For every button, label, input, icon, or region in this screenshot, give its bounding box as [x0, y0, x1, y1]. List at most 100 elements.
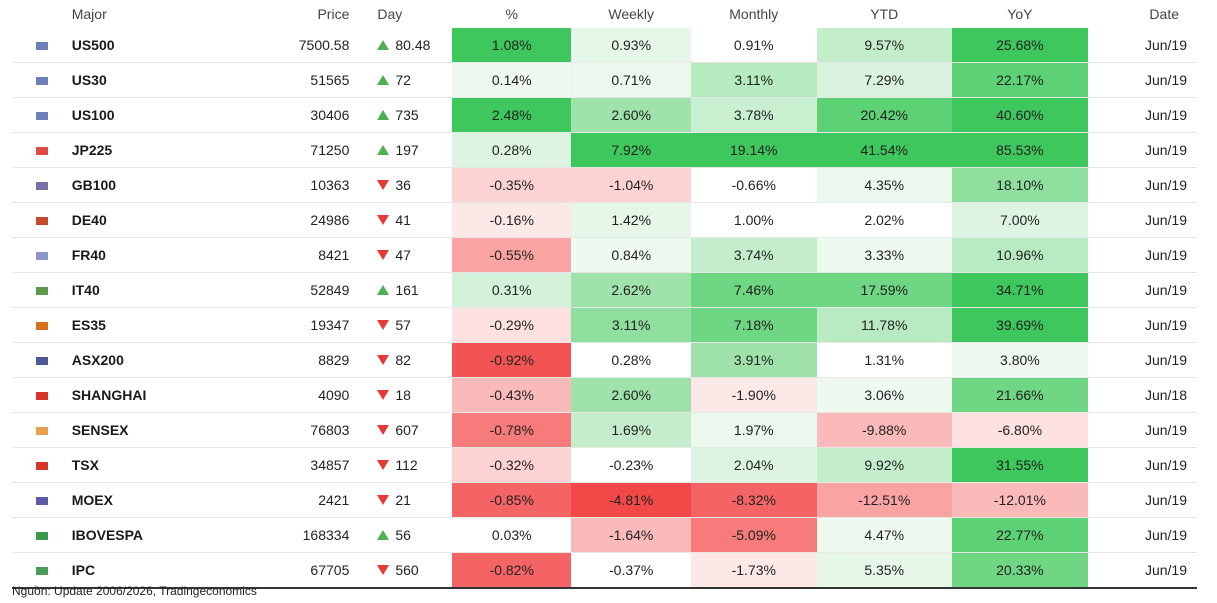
weekly-cell: 2.60%: [571, 377, 691, 413]
table-row[interactable]: US100 30406 735 2.48% 2.60% 3.78% 20.42% 40.60%…: [12, 97, 1197, 133]
index-name[interactable]: JP225: [71, 132, 250, 168]
table-row[interactable]: US30 51565 72 0.14% 0.71% 3.11% 7.29% 22.17% Jun…: [12, 62, 1197, 98]
monthly-cell: 3.11%: [690, 62, 817, 98]
day-change-cell: 607: [349, 412, 453, 448]
index-name[interactable]: DE40: [71, 202, 250, 238]
index-name[interactable]: SENSEX: [71, 412, 250, 448]
flag-cell: [12, 97, 72, 133]
index-name[interactable]: ES35: [71, 307, 250, 343]
day-change-value: 560: [395, 562, 419, 578]
header-ytd[interactable]: YTD: [870, 6, 899, 22]
table-row[interactable]: SHANGHAI 4090 18 -0.43% 2.60% -1.90% 3.06% 21.6…: [12, 377, 1197, 413]
pct-cell: -0.55%: [452, 237, 572, 273]
price-cell: 168334: [249, 517, 350, 553]
price-cell: 34857: [249, 447, 350, 483]
header-price[interactable]: Price: [317, 6, 350, 22]
cn-flag-icon: [35, 392, 48, 401]
pct-cell: 0.28%: [452, 132, 572, 168]
flag-cell: [12, 552, 72, 589]
yoy-cell: 7.00%: [951, 202, 1088, 238]
index-name[interactable]: GB100: [71, 167, 250, 203]
index-name[interactable]: ASX200: [71, 342, 250, 378]
day-change-cell: 72: [349, 62, 453, 98]
pct-cell: 1.08%: [452, 28, 572, 63]
pct-cell: -0.35%: [452, 167, 572, 203]
table-row[interactable]: ASX200 8829 82 -0.92% 0.28% 3.91% 1.31% 3.80% Ju…: [12, 342, 1197, 378]
header-major[interactable]: Major: [71, 6, 107, 22]
header-pct[interactable]: %: [505, 6, 518, 22]
yoy-cell: -12.01%: [951, 482, 1088, 518]
date-cell: Jun/19: [1087, 447, 1197, 483]
index-name[interactable]: US500: [71, 28, 250, 63]
arrow-down-icon: [377, 460, 390, 471]
table-row[interactable]: MOEX 2421 21 -0.85% -4.81% -8.32% -12.51% -12.0…: [12, 482, 1197, 518]
day-change-value: 21: [395, 492, 411, 508]
ru-flag-icon: [35, 497, 48, 506]
table-body: US500 7500.58 80.48 1.08% 0.93% 0.91% 9.57% 25.…: [12, 28, 1197, 589]
day-change-value: 161: [395, 282, 419, 298]
flag-cell: [12, 482, 72, 518]
date-cell: Jun/19: [1087, 272, 1197, 308]
table-row[interactable]: IT40 52849 161 0.31% 2.62% 7.46% 17.59% 34.71% J…: [12, 272, 1197, 308]
pct-cell: -0.32%: [452, 447, 572, 483]
index-name[interactable]: FR40: [71, 237, 250, 273]
index-name[interactable]: TSX: [71, 447, 250, 483]
header-weekly[interactable]: Weekly: [608, 6, 655, 22]
ytd-cell: -12.51%: [816, 482, 952, 518]
index-name[interactable]: IPC: [71, 552, 250, 589]
index-name[interactable]: IBOVESPA: [71, 517, 250, 553]
table-row[interactable]: GB100 10363 36 -0.35% -1.04% -0.66% 4.35% 18.10…: [12, 167, 1197, 203]
weekly-cell: -0.37%: [571, 552, 691, 589]
arrow-up-icon: [377, 75, 390, 86]
table-row[interactable]: SENSEX 76803 607 -0.78% 1.69% 1.97% -9.88% -6.8…: [12, 412, 1197, 448]
index-name[interactable]: US30: [71, 62, 250, 98]
price-cell: 71250: [249, 132, 350, 168]
header-day[interactable]: Day: [377, 6, 403, 22]
gb-flag-icon: [35, 182, 48, 191]
table-row[interactable]: FR40 8421 47 -0.55% 0.84% 3.74% 3.33% 10.96% Jun…: [12, 237, 1197, 273]
price-cell: 24986: [249, 202, 350, 238]
day-change-cell: 560: [349, 552, 453, 589]
header-date[interactable]: Date: [1149, 6, 1179, 22]
arrow-up-icon: [377, 110, 390, 121]
table-row[interactable]: IBOVESPA 168334 56 0.03% -1.64% -5.09% 4.47% 22…: [12, 517, 1197, 553]
ytd-cell: 1.31%: [816, 342, 952, 378]
table-row[interactable]: JP225 71250 197 0.28% 7.92% 19.14% 41.54% 85.53…: [12, 132, 1197, 168]
ca-flag-icon: [35, 462, 48, 471]
day-change-cell: 36: [349, 167, 453, 203]
flag-cell: [12, 62, 72, 98]
table-row[interactable]: IPC 67705 560 -0.82% -0.37% -1.73% 5.35% 20.33%…: [12, 552, 1197, 589]
pct-cell: 2.48%: [452, 97, 572, 133]
date-cell: Jun/19: [1087, 97, 1197, 133]
yoy-cell: 10.96%: [951, 237, 1088, 273]
day-change-value: 197: [395, 142, 419, 158]
table-row[interactable]: TSX 34857 112 -0.32% -0.23% 2.04% 9.92% 31.55% J…: [12, 447, 1197, 483]
table-row[interactable]: DE40 24986 41 -0.16% 1.42% 1.00% 2.02% 7.00% Jun…: [12, 202, 1197, 238]
index-name[interactable]: SHANGHAI: [71, 377, 250, 413]
day-change-cell: 197: [349, 132, 453, 168]
header-monthly[interactable]: Monthly: [729, 6, 779, 22]
ytd-cell: 4.47%: [816, 517, 952, 553]
pct-cell: -0.43%: [452, 377, 572, 413]
weekly-cell: 2.60%: [571, 97, 691, 133]
es-flag-icon: [35, 322, 48, 331]
index-name[interactable]: MOEX: [71, 482, 250, 518]
monthly-cell: 1.97%: [690, 412, 817, 448]
header-row: Major Price Day % Weekly Monthly YTD YoY…: [12, 0, 1197, 28]
weekly-cell: 0.93%: [571, 28, 691, 63]
table-row[interactable]: ES35 19347 57 -0.29% 3.11% 7.18% 11.78% 39.69% J…: [12, 307, 1197, 343]
source-note: Nguồn: Update 2006/2026, Tradingeconomic…: [12, 584, 257, 598]
table-row[interactable]: US500 7500.58 80.48 1.08% 0.93% 0.91% 9.57% 25.…: [12, 28, 1197, 63]
pct-cell: 0.31%: [452, 272, 572, 308]
flag-cell: [12, 307, 72, 343]
monthly-cell: 7.46%: [690, 272, 817, 308]
day-change-cell: 80.48: [349, 28, 453, 63]
arrow-down-icon: [377, 390, 390, 401]
day-change-value: 41: [395, 212, 411, 228]
index-name[interactable]: US100: [71, 97, 250, 133]
weekly-cell: 0.28%: [571, 342, 691, 378]
weekly-cell: -1.04%: [571, 167, 691, 203]
arrow-down-icon: [377, 355, 390, 366]
header-yoy[interactable]: YoY: [1007, 6, 1033, 22]
index-name[interactable]: IT40: [71, 272, 250, 308]
